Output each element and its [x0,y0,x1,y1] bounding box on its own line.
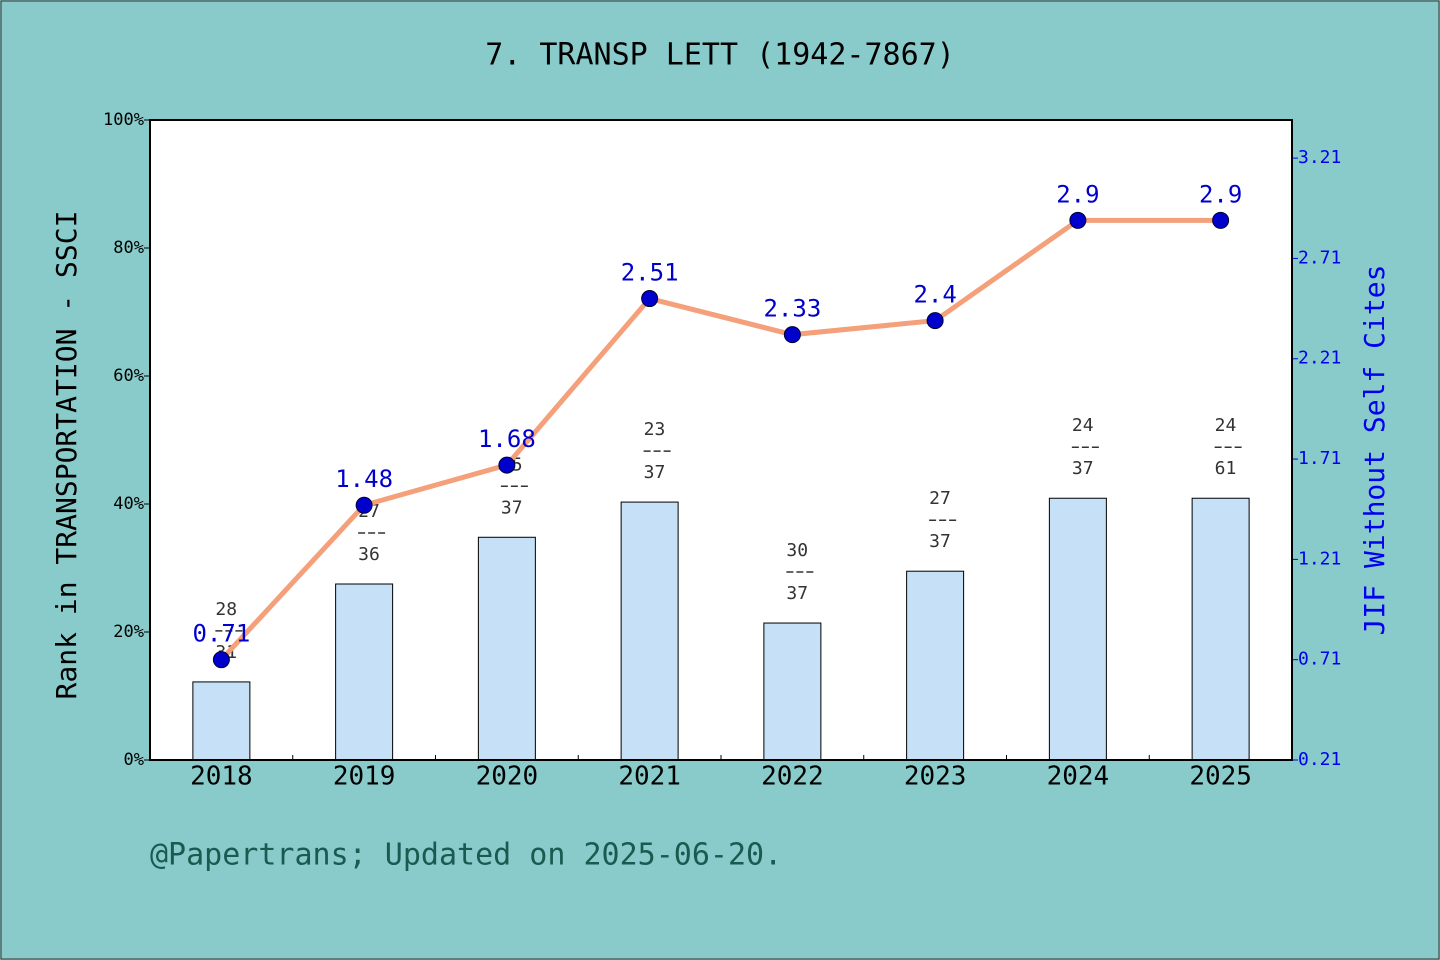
value-label: 2.33 [763,295,821,323]
y-tick-label: 0% [124,750,144,770]
rank-label: 27 [929,488,951,509]
y2-tick-label: 3.21 [1298,147,1341,168]
rank-label: 37 [1072,458,1094,479]
y2-tick-label: 1.21 [1298,548,1341,569]
rank-label: 37 [501,497,523,518]
rank-label: 24 [1215,415,1237,436]
marker [355,496,373,514]
marker [641,290,659,308]
rank-label: 37 [644,462,666,483]
y2-tick-label: 2.71 [1298,247,1341,268]
rank-label: 24 [1072,415,1094,436]
rank-label: 36 [358,544,380,565]
value-label: 2.9 [1056,180,1099,208]
marker [1069,211,1087,229]
chart-title: 7. TRANSP LETT (1942-7867) [485,38,955,73]
footer: @Papertrans; Updated on 2025-06-20. [150,838,782,873]
y2-tick-label: 0.71 [1298,649,1341,670]
value-label: 2.9 [1199,180,1242,208]
y-tick-label: 100% [103,110,144,130]
bar [477,536,536,761]
marker [926,312,944,330]
bar [620,501,679,761]
x-tick-label: 2019 [333,762,396,792]
rank-label: 37 [929,531,951,552]
bar [1048,497,1107,761]
bar [1191,497,1250,761]
x-tick-label: 2022 [761,762,824,792]
rank-label: 28 [215,599,237,620]
marker [783,326,801,344]
rank-label: 37 [786,583,808,604]
y-tick-label: 40% [113,494,144,514]
bar [763,622,822,761]
x-tick-label: 2024 [1047,762,1110,792]
marker [498,456,516,474]
marker [212,651,230,669]
y2-tick-label: 1.71 [1298,448,1341,469]
rank-label: 23 [644,419,666,440]
bar [906,570,965,761]
value-label: 2.51 [621,259,679,287]
x-tick-label: 2020 [476,762,539,792]
value-label: 2.4 [913,281,956,309]
rank-label: 30 [786,540,808,561]
y-tick-label: 60% [113,366,144,386]
x-tick-label: 2025 [1189,762,1252,792]
y2-axis-label: JIF Without Self Cites [1358,265,1391,636]
value-label: 1.48 [335,465,393,493]
y-tick-label: 80% [113,238,144,258]
value-label: 0.71 [192,620,250,648]
bar [335,583,394,761]
y-tick-label: 20% [113,622,144,642]
plot-frame [149,119,1293,761]
x-tick-label: 2023 [904,762,967,792]
y-axis-label: Rank in TRANSPORTATION - SSCI [50,211,83,700]
x-tick-label: 2018 [190,762,253,792]
rank-label: 61 [1215,458,1237,479]
x-tick-label: 2021 [618,762,681,792]
bar [192,681,251,761]
y2-tick-label: 0.21 [1298,749,1341,770]
line [219,217,1221,662]
plot-area [150,120,1292,760]
marker [1212,211,1230,229]
y2-tick-label: 2.21 [1298,348,1341,369]
value-label: 1.68 [478,425,536,453]
